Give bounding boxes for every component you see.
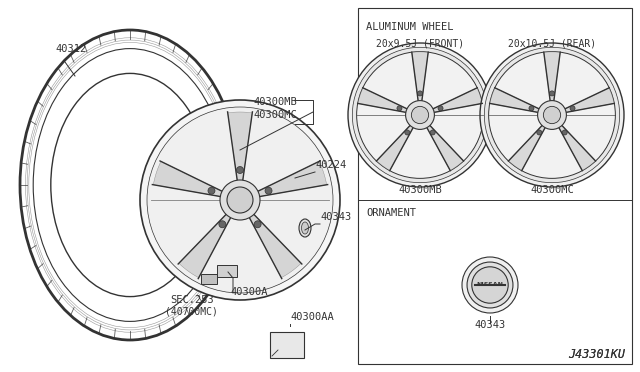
Polygon shape: [254, 161, 326, 197]
Circle shape: [404, 130, 410, 135]
Polygon shape: [557, 123, 596, 171]
Circle shape: [356, 52, 483, 178]
FancyBboxPatch shape: [217, 265, 237, 277]
Circle shape: [438, 106, 443, 111]
Polygon shape: [376, 123, 415, 171]
Circle shape: [489, 52, 616, 178]
Text: 20x10.5J (REAR): 20x10.5J (REAR): [508, 38, 596, 48]
Text: J43301KU: J43301KU: [568, 348, 625, 361]
Text: 40343: 40343: [320, 212, 351, 222]
Circle shape: [397, 106, 402, 111]
FancyBboxPatch shape: [270, 332, 304, 358]
Circle shape: [480, 43, 624, 187]
Circle shape: [543, 106, 561, 124]
Polygon shape: [508, 123, 547, 171]
Text: 40300A: 40300A: [230, 287, 268, 297]
Text: 40300AA: 40300AA: [290, 312, 333, 322]
Circle shape: [237, 167, 243, 173]
Polygon shape: [425, 123, 463, 171]
Circle shape: [570, 106, 575, 111]
Text: ORNAMENT: ORNAMENT: [366, 208, 416, 218]
Circle shape: [140, 100, 340, 300]
Circle shape: [219, 221, 226, 228]
Ellipse shape: [299, 219, 311, 237]
FancyBboxPatch shape: [201, 274, 217, 284]
Polygon shape: [228, 112, 252, 184]
Circle shape: [227, 187, 253, 213]
Text: 40300MB: 40300MB: [253, 97, 297, 107]
Circle shape: [265, 187, 272, 194]
Circle shape: [417, 91, 422, 96]
Polygon shape: [154, 161, 226, 197]
Circle shape: [406, 100, 435, 129]
Ellipse shape: [301, 222, 308, 234]
Circle shape: [430, 130, 435, 135]
Circle shape: [550, 91, 554, 96]
Circle shape: [352, 47, 488, 183]
Polygon shape: [429, 88, 483, 113]
Circle shape: [537, 130, 542, 135]
Circle shape: [208, 187, 215, 194]
Text: ALUMINUM WHEEL: ALUMINUM WHEEL: [366, 22, 454, 32]
Text: 40300MB: 40300MB: [398, 185, 442, 195]
Text: 40312: 40312: [55, 44, 86, 54]
Circle shape: [538, 100, 566, 129]
Text: 20x9.5J (FRONT): 20x9.5J (FRONT): [376, 38, 464, 48]
Circle shape: [348, 43, 492, 187]
Text: (40700MC): (40700MC): [165, 307, 218, 317]
Circle shape: [462, 257, 518, 313]
Circle shape: [529, 106, 534, 111]
Polygon shape: [544, 52, 560, 104]
Ellipse shape: [218, 115, 240, 285]
Polygon shape: [248, 212, 301, 278]
Circle shape: [147, 107, 333, 293]
Text: NISSAN: NISSAN: [477, 282, 504, 288]
Circle shape: [472, 267, 508, 303]
Polygon shape: [412, 52, 428, 104]
Text: 40343: 40343: [474, 320, 506, 330]
Text: SEC.253: SEC.253: [170, 295, 214, 305]
Circle shape: [484, 47, 620, 183]
Text: 40300MC: 40300MC: [530, 185, 574, 195]
Polygon shape: [358, 88, 410, 113]
Polygon shape: [490, 88, 542, 113]
Circle shape: [467, 262, 513, 308]
Text: 40224: 40224: [315, 160, 346, 170]
Circle shape: [254, 221, 261, 228]
Bar: [358, 8, 632, 364]
Text: J43301KU: J43301KU: [568, 348, 625, 361]
Circle shape: [412, 106, 429, 124]
Circle shape: [220, 180, 260, 220]
Circle shape: [562, 130, 567, 135]
Polygon shape: [179, 212, 232, 278]
Text: 40300MC: 40300MC: [253, 110, 297, 120]
Polygon shape: [562, 88, 614, 113]
